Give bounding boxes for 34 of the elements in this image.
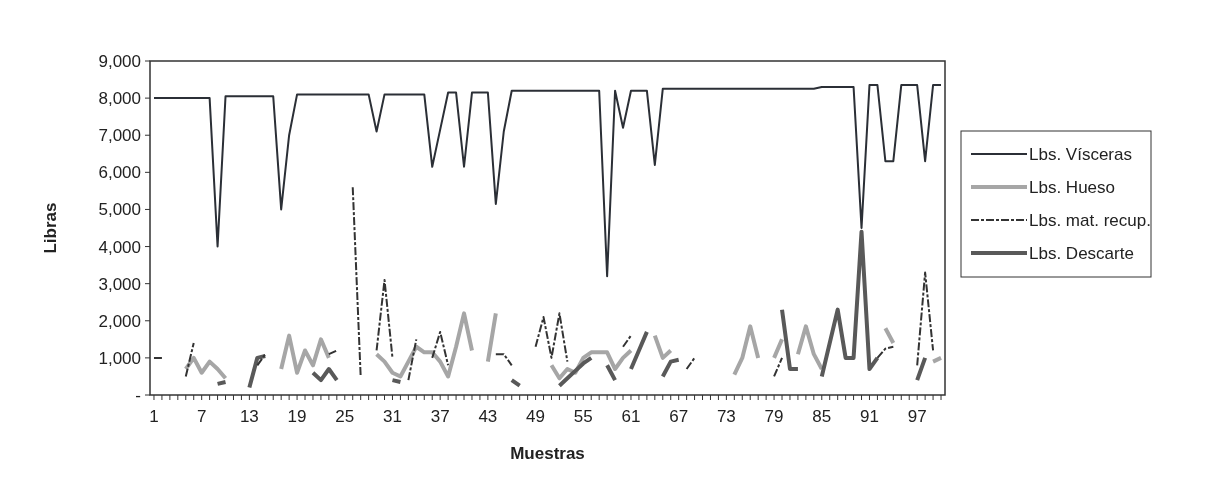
x-tick-label: 67 (669, 407, 689, 426)
x-tick-label: 91 (860, 407, 879, 426)
x-tick-label: 25 (335, 407, 355, 426)
x-axis-title: Muestras (510, 444, 585, 463)
x-tick-label: 97 (907, 407, 927, 426)
y-tick-label: 2,000 (98, 311, 141, 331)
y-tick-label: - (135, 385, 141, 405)
legend-label: Lbs. Descarte (1029, 243, 1134, 263)
x-tick-label: 31 (383, 407, 402, 426)
x-tick-label: 43 (478, 407, 498, 426)
y-tick-label: 5,000 (98, 200, 141, 220)
line-series (152, 84, 943, 278)
legend-label: Lbs. Vísceras (1029, 144, 1132, 164)
y-tick-label: 8,000 (98, 89, 141, 109)
x-tick-label: 49 (526, 407, 546, 426)
y-tick-label: 1,000 (98, 348, 141, 368)
x-tick-label: 19 (287, 407, 307, 426)
legend-label: Lbs. Hueso (1029, 177, 1115, 197)
y-tick-label: 7,000 (98, 126, 141, 146)
y-tick-label: 6,000 (98, 163, 141, 183)
y-axis-title: Libras (41, 202, 60, 254)
x-tick-label: 37 (430, 407, 450, 426)
y-tick-label: 4,000 (98, 237, 141, 257)
x-tick-label: 1 (149, 407, 159, 426)
y-tick-label: 9,000 (98, 51, 141, 71)
y-tick-label: 3,000 (98, 274, 141, 294)
x-tick-label: 7 (196, 407, 207, 426)
x-tick-label: 79 (764, 407, 784, 426)
x-tick-label: 85 (812, 407, 832, 426)
legend-label: Lbs. mat. recup. (1029, 210, 1151, 230)
x-tick-label: 61 (621, 407, 641, 426)
x-tick-label: 13 (239, 407, 259, 426)
x-tick-label: 55 (573, 407, 593, 426)
x-tick-label: 73 (716, 407, 736, 426)
